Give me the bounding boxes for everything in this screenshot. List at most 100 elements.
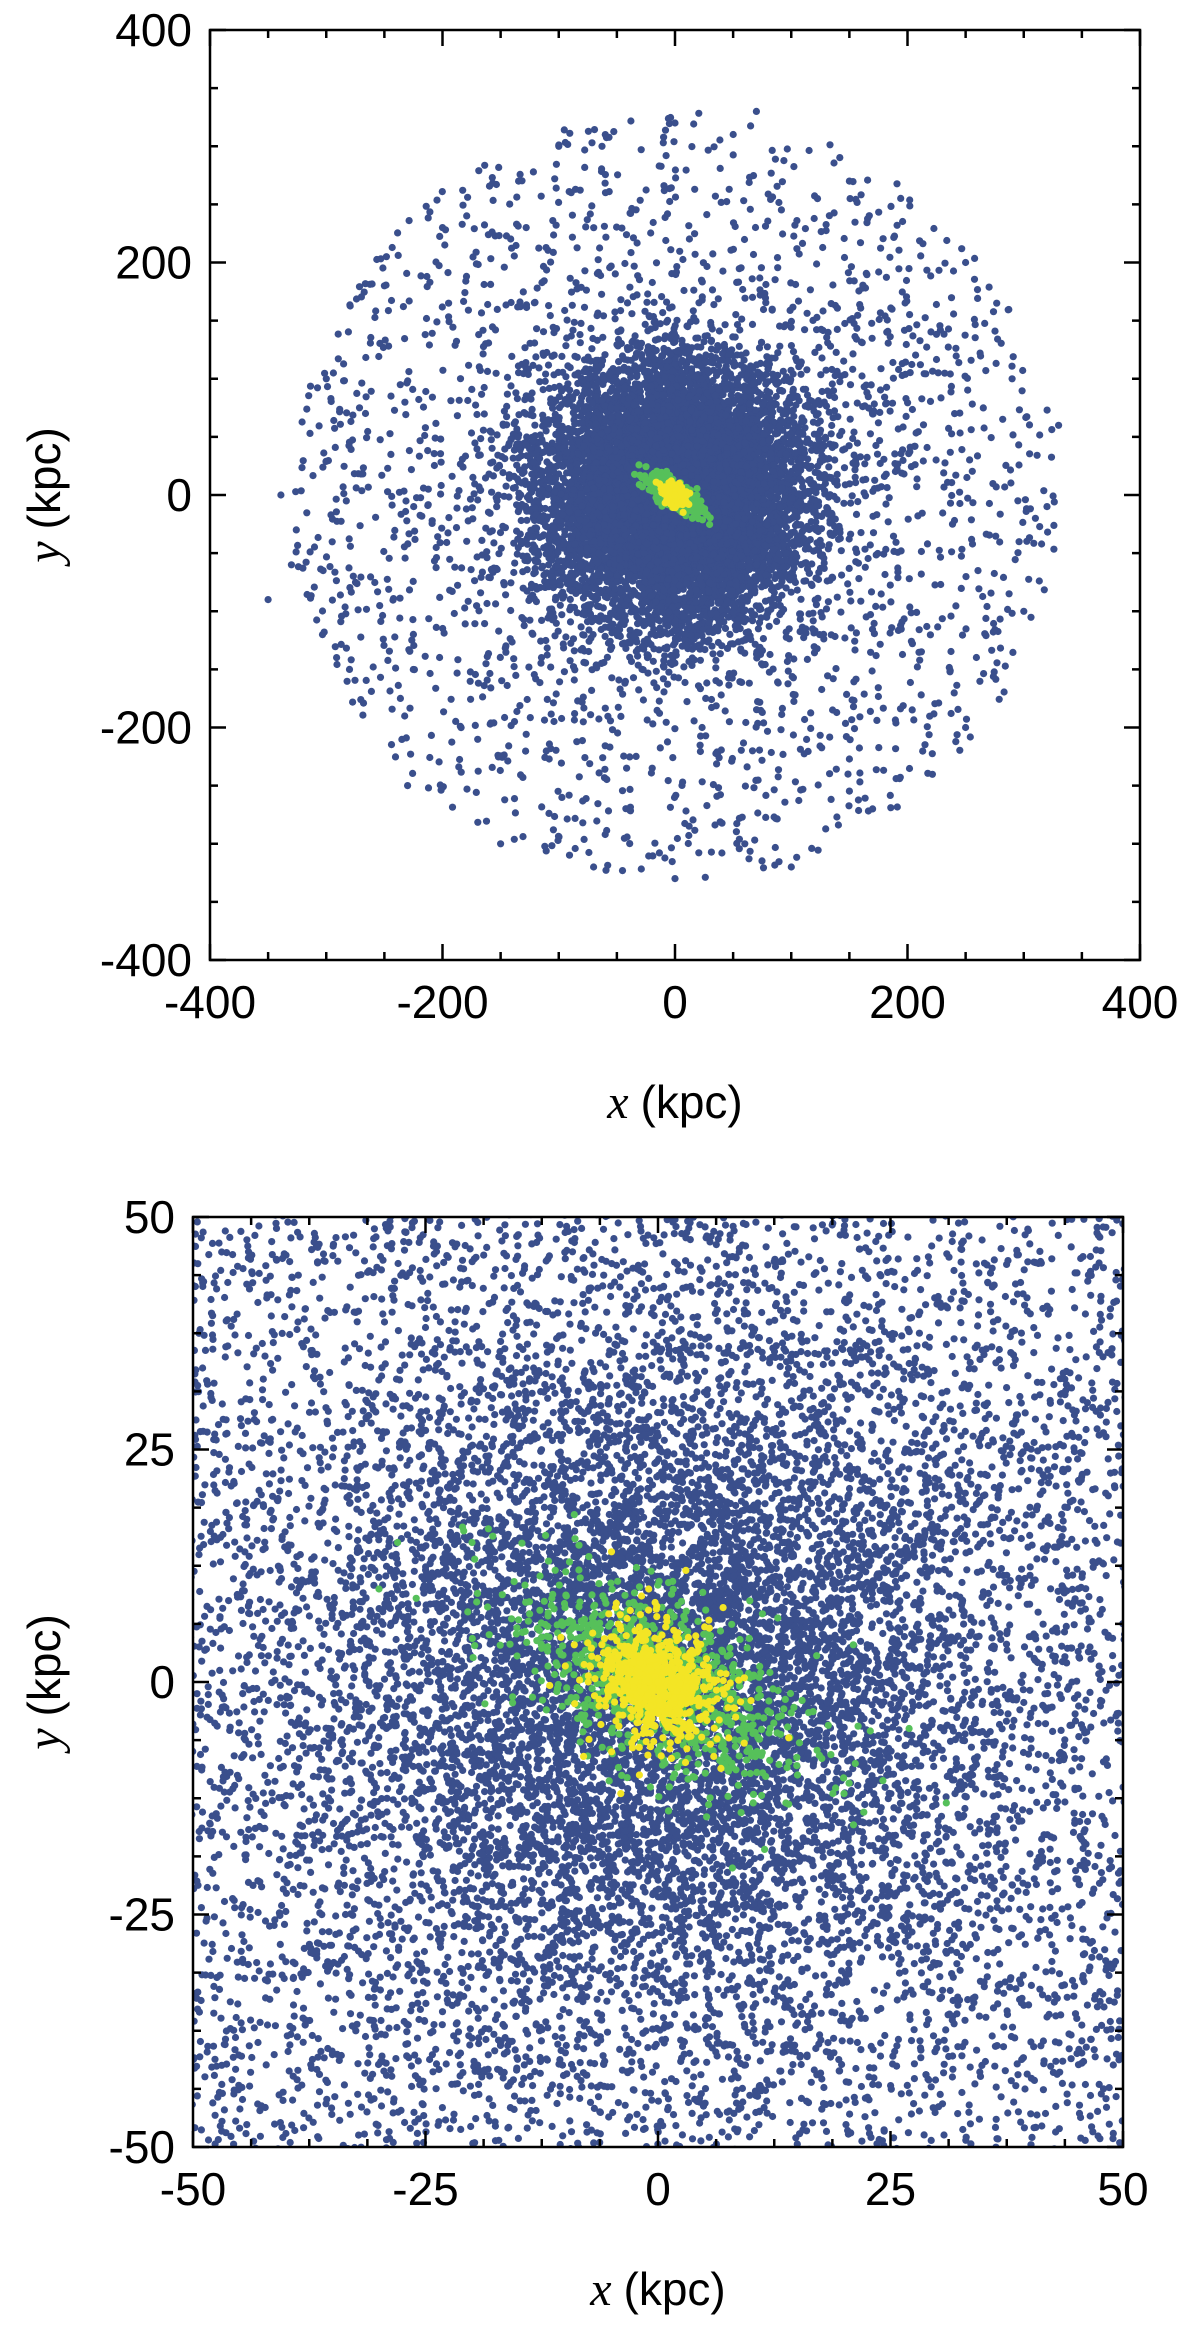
halo-point	[828, 421, 836, 430]
halo-point	[351, 676, 359, 684]
halo-point	[354, 606, 362, 614]
halo-point	[663, 738, 672, 746]
halo-point	[996, 510, 1004, 518]
halo-point	[952, 352, 960, 360]
halo-point	[628, 310, 636, 318]
halo-point	[834, 821, 843, 829]
halo-point	[626, 283, 634, 291]
halo-point	[415, 395, 423, 404]
halo-point	[461, 604, 469, 612]
halo-point	[690, 120, 698, 128]
halo-point	[479, 693, 487, 701]
halo-point	[944, 478, 952, 486]
halo-point	[664, 680, 672, 688]
halo-point	[447, 397, 455, 405]
halo-point	[947, 382, 956, 390]
halo-point	[403, 517, 411, 525]
halo-point	[830, 159, 838, 167]
halo-point	[379, 611, 387, 620]
halo-point	[847, 597, 855, 605]
halo-point	[394, 251, 402, 259]
halo-point	[399, 303, 407, 311]
halo-point	[851, 637, 859, 645]
halo-point	[734, 278, 743, 286]
halo-point	[630, 262, 638, 270]
halo-point	[932, 355, 941, 364]
halo-point	[682, 807, 690, 815]
halo-point	[321, 369, 329, 377]
halo-point	[775, 198, 783, 207]
halo-point	[465, 361, 473, 369]
halo-point	[872, 652, 880, 660]
halo-point	[876, 437, 884, 445]
halo-point	[988, 646, 996, 654]
halo-point	[352, 484, 360, 492]
halo-point	[444, 269, 452, 277]
halo-point	[787, 342, 796, 350]
halo-point	[330, 416, 338, 425]
halo-point	[985, 499, 994, 508]
halo-point	[649, 852, 657, 860]
halo-point	[629, 234, 638, 242]
halo-point	[614, 703, 622, 711]
halo-point	[889, 358, 897, 367]
halo-point	[620, 752, 628, 760]
halo-point	[436, 232, 444, 240]
halo-point	[436, 653, 444, 662]
halo-point	[763, 727, 772, 735]
halo-point	[789, 731, 798, 739]
halo-point	[329, 369, 337, 377]
halo-point	[966, 733, 974, 741]
halo-point	[719, 350, 727, 358]
halo-point	[805, 146, 813, 155]
halo-point	[355, 404, 364, 412]
halo-point	[745, 679, 753, 687]
halo-point	[650, 298, 658, 306]
halo-point	[340, 490, 348, 498]
halo-point	[357, 573, 365, 581]
halo-point	[651, 336, 660, 344]
halo-point	[367, 387, 375, 395]
halo-point	[801, 715, 809, 724]
halo-point	[771, 276, 779, 284]
halo-point	[887, 598, 895, 606]
halo-point	[1025, 421, 1034, 429]
halo-point	[559, 640, 567, 648]
halo-point	[542, 747, 550, 755]
halo-point	[721, 707, 729, 715]
halo-point	[599, 754, 607, 762]
halo-point	[774, 349, 782, 357]
halo-point	[421, 331, 429, 339]
top-scatter-points	[264, 107, 1063, 883]
halo-point	[729, 333, 737, 341]
halo-point	[362, 353, 370, 362]
halo-point	[785, 652, 793, 660]
halo-point	[641, 307, 649, 315]
halo-point	[762, 791, 770, 800]
halo-point	[861, 794, 869, 802]
halo-point	[698, 723, 706, 732]
halo-point	[699, 259, 708, 267]
halo-point	[405, 297, 413, 305]
halo-point	[851, 473, 859, 481]
halo-point	[333, 654, 341, 662]
halo-point	[771, 155, 780, 163]
halo-point	[568, 211, 577, 219]
halo-point	[956, 409, 964, 417]
halo-point	[650, 679, 658, 687]
halo-point	[310, 583, 318, 591]
halo-point	[778, 704, 787, 713]
halo-point	[833, 325, 841, 333]
halo-point	[344, 328, 352, 336]
halo-point	[790, 232, 798, 240]
halo-point	[1050, 521, 1058, 530]
halo-point	[535, 364, 543, 372]
halo-point	[438, 303, 446, 311]
halo-point	[894, 574, 902, 582]
halo-point	[390, 406, 399, 414]
halo-point	[436, 593, 444, 602]
halo-point	[710, 143, 718, 151]
halo-point	[358, 487, 366, 495]
halo-point	[483, 599, 491, 608]
halo-point	[577, 623, 585, 631]
